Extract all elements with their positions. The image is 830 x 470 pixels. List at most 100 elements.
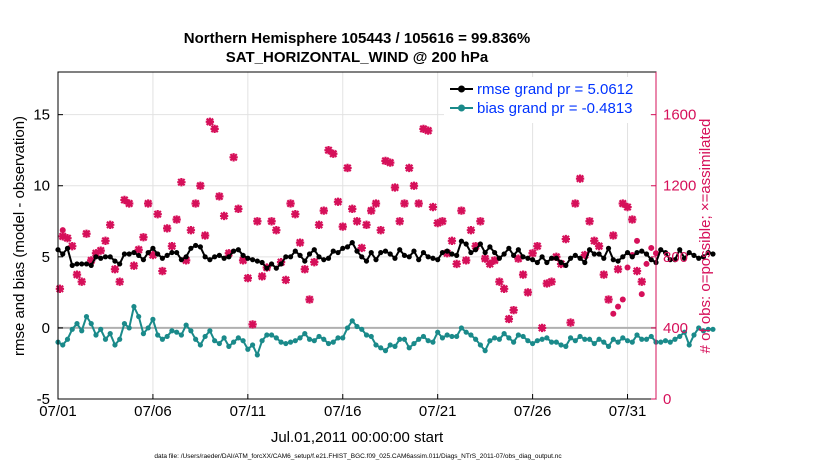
- rmse-point: [539, 254, 545, 260]
- obs-assimilated-point: [604, 295, 613, 304]
- rmse-point: [64, 245, 71, 251]
- rmse-point: [473, 247, 479, 253]
- bias-point: [325, 340, 332, 347]
- obs-assimilated-point: [514, 254, 523, 263]
- obs-assimilated-point: [82, 229, 91, 238]
- rmse-point: [335, 249, 341, 256]
- obs-assimilated-point: [314, 220, 324, 229]
- rmse-point: [696, 255, 702, 261]
- obs-assimilated-point: [400, 199, 409, 208]
- bias-point: [306, 336, 313, 342]
- bias-point: [406, 345, 412, 351]
- bias-point: [292, 338, 298, 344]
- rmse-point: [235, 247, 241, 253]
- bias-point: [273, 335, 279, 341]
- rmse-point: [558, 259, 564, 266]
- obs-possible-point: [610, 310, 617, 317]
- obs-assimilated-point: [518, 270, 528, 279]
- obs-assimilated-point: [91, 249, 101, 258]
- y-left-axis-label: rmse and bias (model - observation): [11, 116, 28, 356]
- rmse-point: [145, 249, 151, 256]
- x-tick-label: 07/16: [324, 403, 362, 420]
- rmse-point: [477, 241, 483, 247]
- rmse-point: [387, 251, 393, 257]
- rmse-point: [183, 254, 189, 260]
- bias-point: [416, 336, 422, 342]
- rmse-point: [662, 249, 669, 256]
- obs-assimilated-point: [414, 199, 423, 208]
- rmse-point: [648, 257, 654, 263]
- bias-point: [520, 333, 526, 340]
- rmse-point: [553, 255, 559, 261]
- obs-assimilated-point: [480, 254, 490, 263]
- obs-assimilated-point: [324, 146, 333, 155]
- bias-point: [121, 321, 128, 327]
- bias-point: [164, 333, 170, 340]
- rmse-point: [121, 251, 128, 257]
- rmse-point: [107, 254, 113, 260]
- rmse-point: [93, 254, 99, 260]
- rmse-point: [83, 261, 90, 267]
- rmse-point: [136, 252, 142, 259]
- bias-point: [193, 336, 199, 342]
- obs-assimilated-point: [129, 261, 139, 270]
- obs-assimilated-point: [272, 226, 281, 235]
- obs-assimilated-point: [96, 246, 105, 255]
- obs-assimilated-point: [533, 242, 542, 251]
- obs-possible-point: [643, 260, 650, 267]
- y-right-tick-label: 400: [663, 320, 688, 337]
- obs-assimilated-point: [632, 266, 642, 276]
- rmse-point: [425, 254, 431, 260]
- bias-point: [454, 333, 460, 340]
- rmse-point: [169, 249, 175, 256]
- rmse-point: [216, 252, 222, 259]
- rmse-point: [245, 255, 251, 261]
- x-tick-label: 07/01: [39, 403, 77, 420]
- bias-point: [387, 342, 393, 348]
- rmse-point: [98, 255, 104, 261]
- rmse-point: [174, 249, 180, 256]
- bias-point: [420, 333, 427, 340]
- rmse-point: [140, 257, 147, 263]
- obs-assimilated-point: [162, 224, 172, 233]
- obs-assimilated-point: [196, 181, 205, 190]
- bias-point: [155, 332, 161, 338]
- rmse-point: [525, 255, 531, 261]
- obs-assimilated-point: [77, 277, 86, 286]
- rmse-point: [406, 254, 412, 260]
- bias-point: [311, 338, 317, 344]
- obs-assimilated-point: [571, 199, 580, 208]
- obs-assimilated-point: [172, 215, 181, 224]
- bias-point: [411, 340, 417, 347]
- obs-assimilated-point: [547, 277, 556, 286]
- obs-assimilated-point: [585, 217, 594, 226]
- rmse-point: [102, 254, 109, 260]
- obs-assimilated-point: [528, 249, 537, 258]
- y-right-axis-ticks: 0 400 800 1200 1600: [651, 107, 696, 408]
- obs-assimilated-point: [110, 265, 120, 274]
- bias-point: [492, 335, 498, 341]
- rmse-point: [359, 254, 365, 260]
- obs-assimilated-point: [167, 242, 177, 251]
- rmse-point: [629, 254, 635, 260]
- obs-assimilated-point: [405, 163, 414, 173]
- bias-point: [197, 342, 203, 348]
- rmse-point: [567, 255, 574, 261]
- bias-point: [710, 326, 716, 332]
- bias-point: [586, 336, 593, 342]
- obs-assimilated-point: [148, 250, 158, 260]
- rmse-point: [435, 257, 441, 263]
- obs-assimilated-point: [243, 273, 253, 283]
- chart-subtitle: SAT_HORIZONTAL_WIND @ 200 hPa: [226, 49, 489, 66]
- rmse-point: [373, 257, 379, 263]
- obs-assimilated-point: [371, 199, 381, 208]
- obs-assimilated-point: [191, 199, 200, 208]
- bias-point: [482, 348, 488, 354]
- bias-point: [634, 332, 640, 338]
- bias-point: [188, 328, 194, 334]
- rmse-point: [658, 247, 664, 253]
- bias-point: [354, 323, 360, 330]
- bias-point: [686, 342, 692, 348]
- rmse-point: [544, 259, 550, 266]
- obs-assimilated-point: [495, 277, 504, 286]
